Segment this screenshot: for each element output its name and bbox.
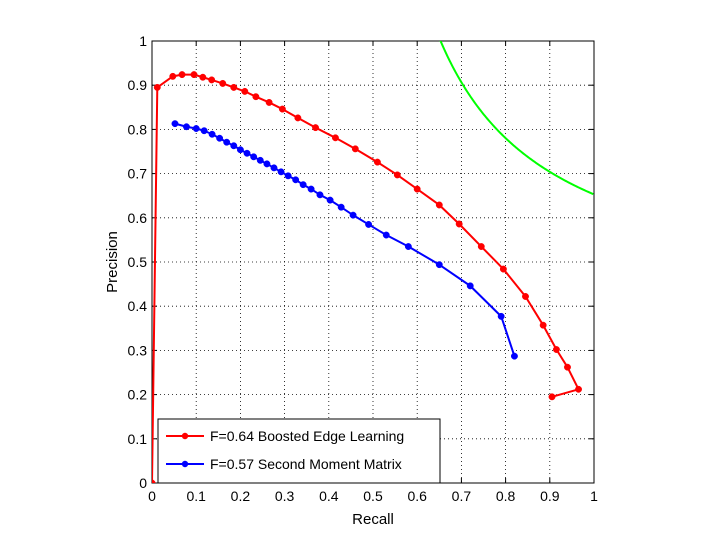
x-tick-label: 0.8 [496,488,516,504]
series-2-point [292,176,300,184]
series-1-point [208,76,216,84]
series-2-point [243,149,251,157]
legend-label-2: F=0.57 Second Moment Matrix [210,456,402,472]
y-tick-label: 0.5 [128,254,148,270]
series-1-point [169,72,177,80]
series-1-point [552,346,560,353]
series-2-point [200,127,208,135]
series-2-point [216,134,224,142]
series-2-point [277,168,285,176]
series-2-point [256,156,264,164]
x-tick-label: 0.6 [407,488,427,504]
series-area [152,41,594,483]
grid [152,41,594,483]
series-1-point [152,479,156,483]
series-clip-group [152,41,594,483]
x-tick-label: 0.5 [363,488,383,504]
series-2-point [236,146,244,154]
series-2-point [171,120,179,128]
legend-label-1: F=0.64 Boosted Edge Learning [210,428,404,444]
series-2-point [337,203,345,211]
series-1-point [477,243,485,250]
series-1-point [393,171,401,179]
series-1-point [241,87,249,95]
series-1-point [265,98,273,106]
series-1-point [499,265,507,273]
series-1-point [312,124,319,132]
x-tick-label: 0 [148,488,156,504]
y-tick-label: 0.1 [128,431,148,447]
x-axis-title: Recall [352,511,394,528]
series-1-point [190,71,198,79]
axes: 0 0.1 0.2 0.3 0.4 0.5 0.6 0.7 0.8 0.9 1 0 0.1 0.2 0.3 0… [104,33,598,528]
series-1-point [413,185,421,193]
series-1-point [435,201,443,209]
x-tick-label: 0.1 [186,488,206,504]
y-tick-label: 0.2 [128,387,148,403]
series-1-point [522,293,529,300]
series-2-point [365,220,373,228]
y-tick-label: 1 [139,33,147,49]
x-tick-label: 0.3 [275,488,295,504]
series-2-point [270,164,278,172]
y-tick-label: 0.4 [128,298,148,314]
series-1-point [219,79,227,87]
y-tick-label: 0.6 [128,210,148,226]
series-2-point [263,160,271,168]
series-2-point [466,282,474,290]
series-2-point [404,243,412,250]
legend-marker-2 [181,460,189,468]
series-1-point [252,93,260,101]
series-2-point [510,352,518,360]
series-1-point [351,145,359,153]
series-2-point [316,191,324,199]
legend: F=0.64 Boosted Edge Learning F=0.57 Secon… [157,418,441,484]
series-2-point [230,142,238,150]
series-1-point [548,393,556,401]
legend-marker-1 [181,432,189,440]
series-2-point [435,261,443,269]
series-2-point [307,185,315,193]
series-1-point [294,114,302,122]
y-axis-title: Precision [104,231,121,293]
y-tick-label: 0.8 [128,121,148,137]
y-tick-label: 0 [139,475,147,491]
series-2-point [250,153,258,161]
series-2-point [192,125,200,132]
y-tick-label: 0.3 [128,342,148,358]
series-1-point [199,73,207,81]
legend-box [157,418,441,484]
x-tick-label: 0.4 [319,488,339,504]
series-2-point [183,123,190,131]
series-2-point [284,172,292,180]
series-2-point [497,312,505,320]
series-1-point [455,220,463,228]
series-2-point [382,231,390,239]
series-2-point [223,138,231,146]
y-tick-label: 0.9 [128,77,148,93]
series-1-point [278,105,286,113]
x-tick-label: 0.2 [231,488,251,504]
series-1-point [564,363,571,371]
series-1-point [373,158,381,166]
series-1-point [539,321,547,329]
x-tick-label: 1 [590,488,598,504]
series-1-point [575,385,582,393]
series-2-point [326,196,334,204]
series-2-point [349,211,357,219]
x-tick-label: 0.9 [540,488,560,504]
series-1-point [153,83,161,91]
series-1-point [230,83,238,91]
series-2-point [208,130,216,138]
y-tick-label: 0.7 [128,166,148,182]
series-1-point [178,71,186,79]
series-2-point [299,181,307,189]
series-1-point [331,134,339,142]
iso-f-curve [439,41,594,196]
x-tick-label: 0.7 [452,488,472,504]
